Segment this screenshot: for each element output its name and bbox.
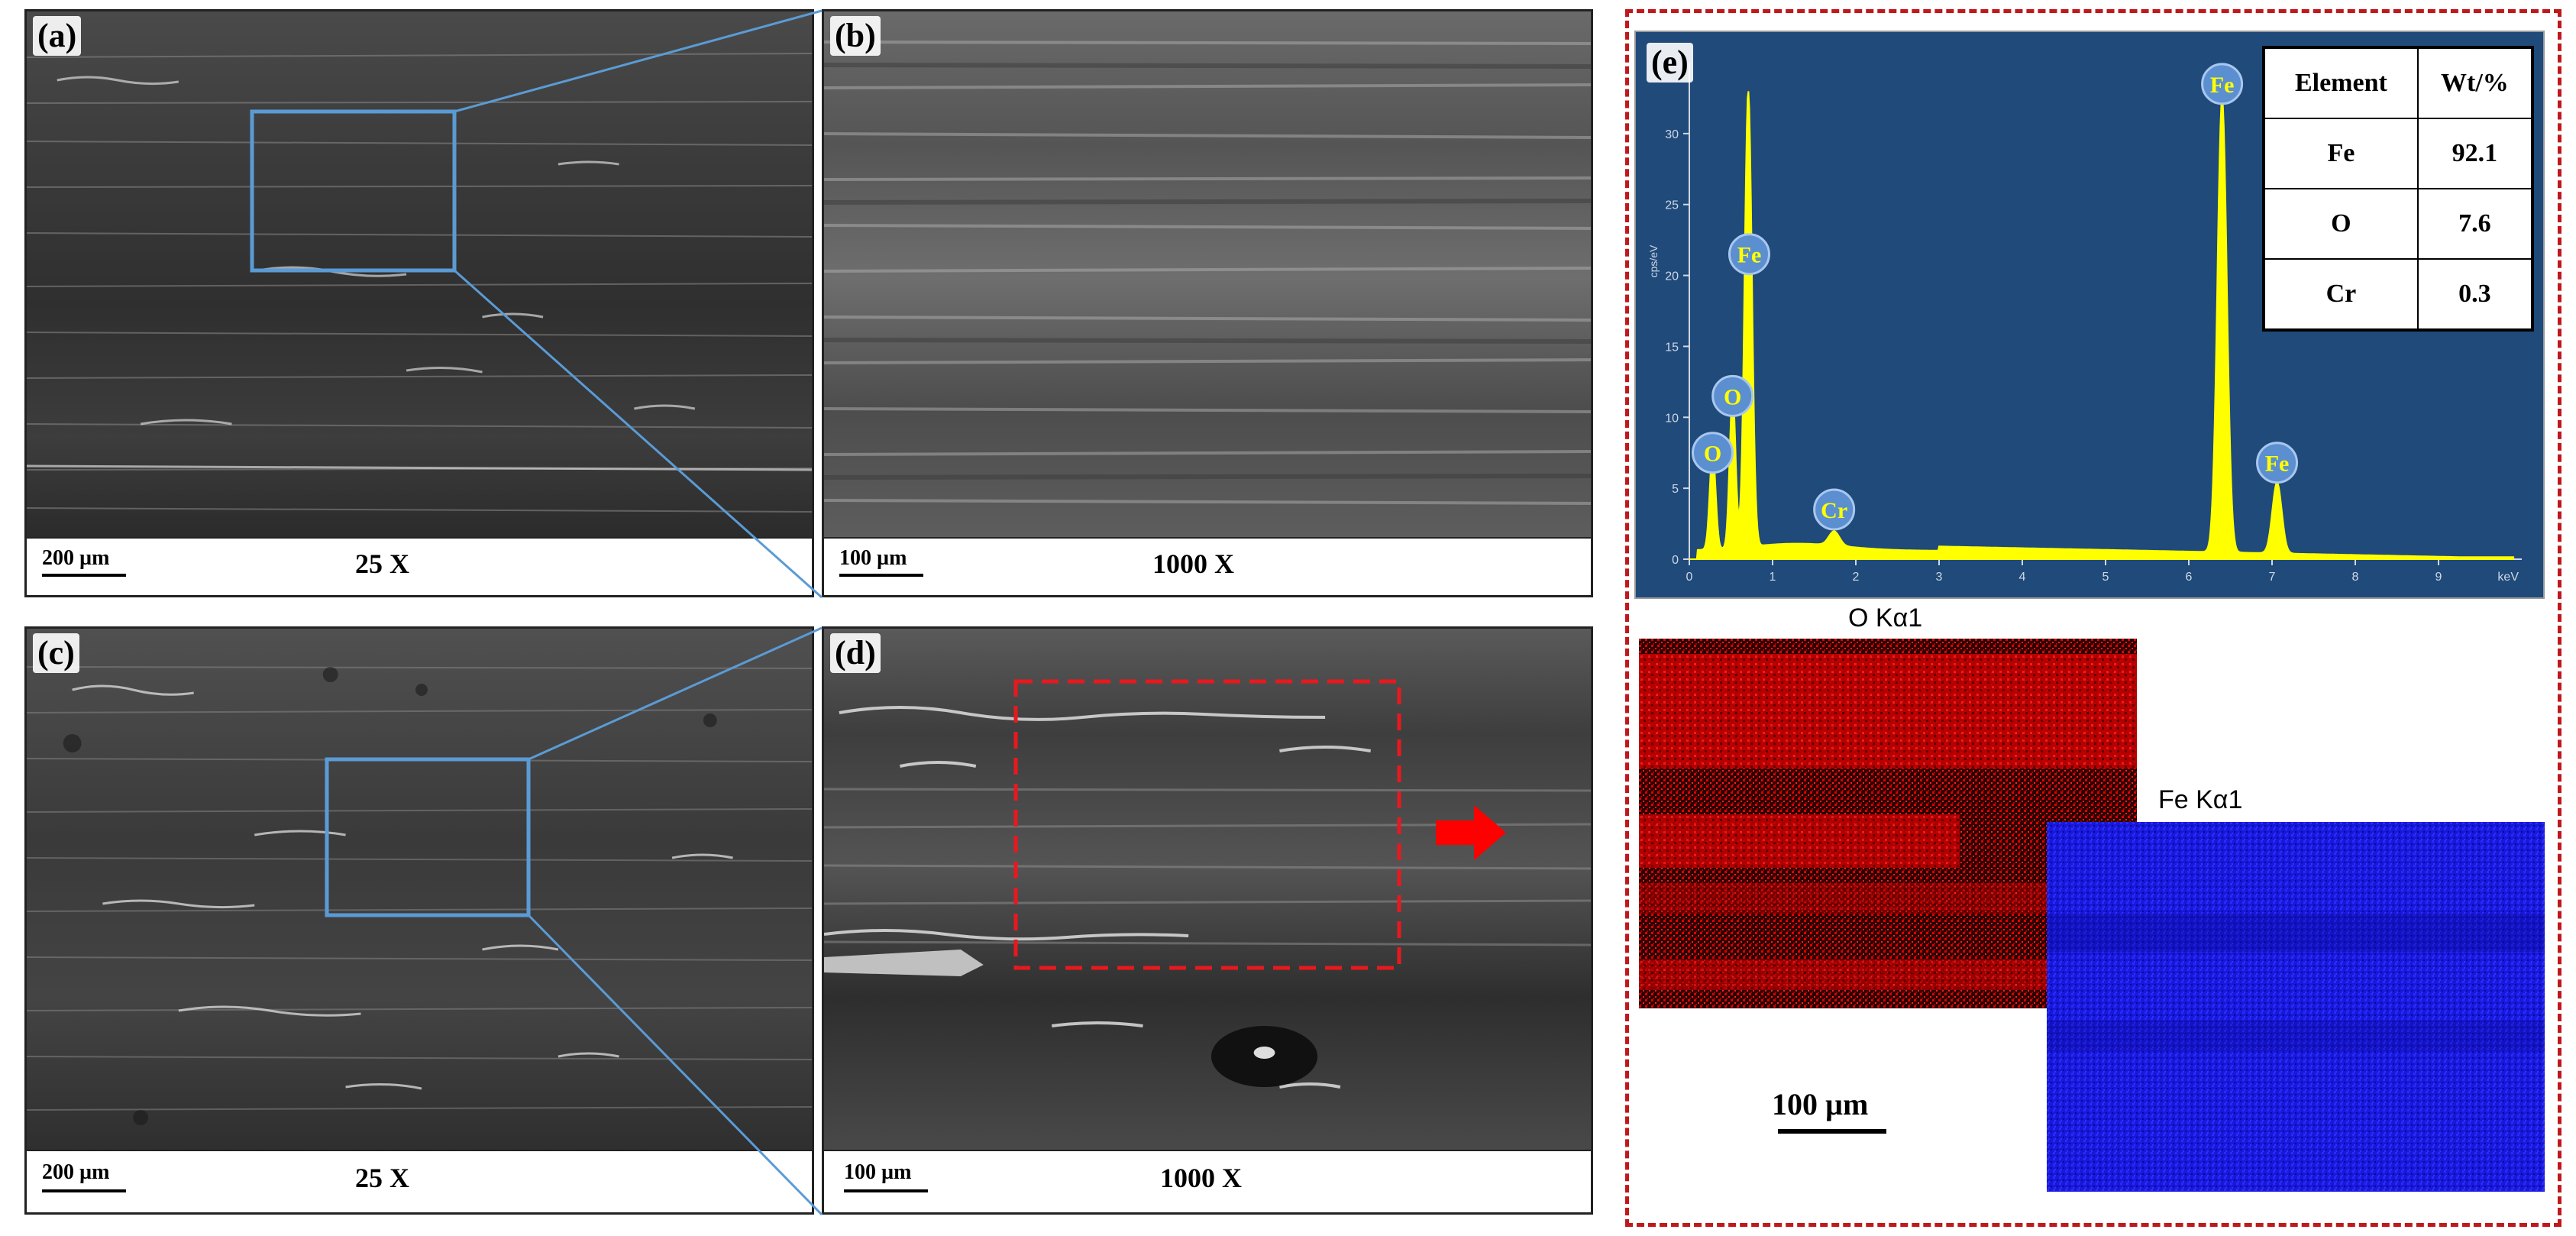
panel-label-a: (a) <box>33 16 82 56</box>
o-map-title: O Kα1 <box>1848 603 1923 633</box>
peak-marker <box>1692 432 1734 474</box>
peak-label: Fe <box>2210 73 2235 98</box>
sem-image-c <box>27 629 812 1156</box>
eds-spectrum-chart: 0 1 2 3 4 5 6 7 8 9 keV 0 5 10 15 20 25 30 cps/eV O O Fe Cr Fe… <box>1634 31 2545 599</box>
scale-bar-d <box>844 1189 928 1192</box>
magnification-b: 1000 X <box>1152 548 1234 579</box>
peak-marker <box>2201 63 2244 105</box>
peak-label: Fe <box>2265 451 2290 477</box>
x-tick-label: 2 <box>1853 571 1860 584</box>
panel-label-c: (c) <box>33 633 79 673</box>
fe-element-map <box>2047 822 2545 1192</box>
x-tick-label: 1 <box>1770 571 1776 584</box>
table-cell-element: Fe <box>2264 118 2419 189</box>
magnification-d: 1000 X <box>1160 1163 1242 1193</box>
caption-bar-c: 200 µm 25 X <box>27 1150 812 1212</box>
eds-peak-markers: O O Fe Cr Fe Fe <box>1692 63 2299 531</box>
scale-label-a: 200 µm <box>42 546 110 570</box>
y-tick-label: 10 <box>1665 412 1679 425</box>
y-tick-label: 0 <box>1672 554 1679 567</box>
table-row: Fe 92.1 <box>2264 118 2533 189</box>
table-row: Cr 0.3 <box>2264 258 2533 330</box>
sem-panel-b: 100 µm 1000 X (b) <box>822 9 1593 597</box>
table-header-wt: Wt/% <box>2416 47 2533 119</box>
eds-dashed-frame <box>1625 9 2561 1227</box>
x-tick-label: 9 <box>2435 571 2442 584</box>
eds-spectrum-line <box>1689 91 2515 560</box>
peak-marker <box>1711 374 1754 417</box>
magnification-a: 25 X <box>355 548 409 579</box>
peak-label: Fe <box>1737 243 1762 268</box>
x-unit-label: keV <box>2497 571 2519 584</box>
sem-image-a <box>27 11 812 543</box>
sem-panel-d: 100 µm 1000 X (d) <box>822 626 1593 1215</box>
table-cell-wt: 92.1 <box>2416 118 2533 189</box>
peak-marker <box>1728 233 1770 276</box>
x-tick-label: 7 <box>2269 571 2276 584</box>
panel-label-d: (d) <box>830 633 881 673</box>
table-cell-element: O <box>2264 188 2419 260</box>
y-tick-label: 15 <box>1665 341 1679 354</box>
panel-label-b: (b) <box>830 16 881 56</box>
peak-marker <box>2256 442 2299 484</box>
sem-panel-a: 200 µm 25 X (a) <box>24 9 814 597</box>
scale-bar-a <box>42 574 126 577</box>
table-cell-wt: 0.3 <box>2416 258 2533 330</box>
map-scale-bar <box>1778 1129 1886 1134</box>
caption-bar-a: 200 µm 25 X <box>27 537 812 595</box>
fe-map-title: Fe Kα1 <box>2158 785 2243 814</box>
sem-image-b <box>824 11 1591 543</box>
peak-marker <box>1813 488 1856 531</box>
composition-table: Element Wt/% Fe 92.1 O 7.6 Cr 0.3 <box>2262 46 2534 332</box>
sem-panel-c: 200 µm 25 X (c) <box>24 626 814 1215</box>
y-tick-label: 5 <box>1672 483 1679 496</box>
scale-label-b: 100 µm <box>839 546 907 570</box>
table-header-element: Element <box>2264 47 2419 119</box>
x-tick-label: 5 <box>2102 571 2109 584</box>
panel-label-e: (e) <box>1647 43 1693 83</box>
caption-bar-d: 100 µm 1000 X <box>824 1150 1591 1212</box>
x-tick-label: 6 <box>2186 571 2193 584</box>
magnification-c: 25 X <box>355 1163 409 1193</box>
table-cell-element: Cr <box>2264 258 2419 330</box>
y-tick-label: 30 <box>1665 128 1679 141</box>
x-tick-label: 8 <box>2352 571 2359 584</box>
scale-bar-b <box>839 574 923 577</box>
scale-label-c: 200 µm <box>42 1160 110 1184</box>
peak-label: O <box>1704 442 1721 467</box>
peak-label: O <box>1724 384 1741 409</box>
y-tick-label: 20 <box>1665 270 1679 283</box>
table-header-row: Element Wt/% <box>2264 47 2533 119</box>
x-tick-label: 3 <box>1936 571 1943 584</box>
peak-label: Cr <box>1821 498 1847 523</box>
y-unit-label: cps/eV <box>1647 244 1660 277</box>
scale-bar-c <box>42 1189 126 1192</box>
sem-image-d <box>824 629 1591 1156</box>
x-tick-label: 0 <box>1686 571 1693 584</box>
table-cell-wt: 7.6 <box>2416 188 2533 260</box>
map-scale-label: 100 µm <box>1772 1087 1869 1121</box>
table-row: O 7.6 <box>2264 188 2533 260</box>
scale-label-d: 100 µm <box>844 1160 912 1184</box>
y-tick-label: 25 <box>1665 199 1679 212</box>
caption-bar-b: 100 µm 1000 X <box>824 537 1591 595</box>
x-tick-label: 4 <box>2019 571 2026 584</box>
